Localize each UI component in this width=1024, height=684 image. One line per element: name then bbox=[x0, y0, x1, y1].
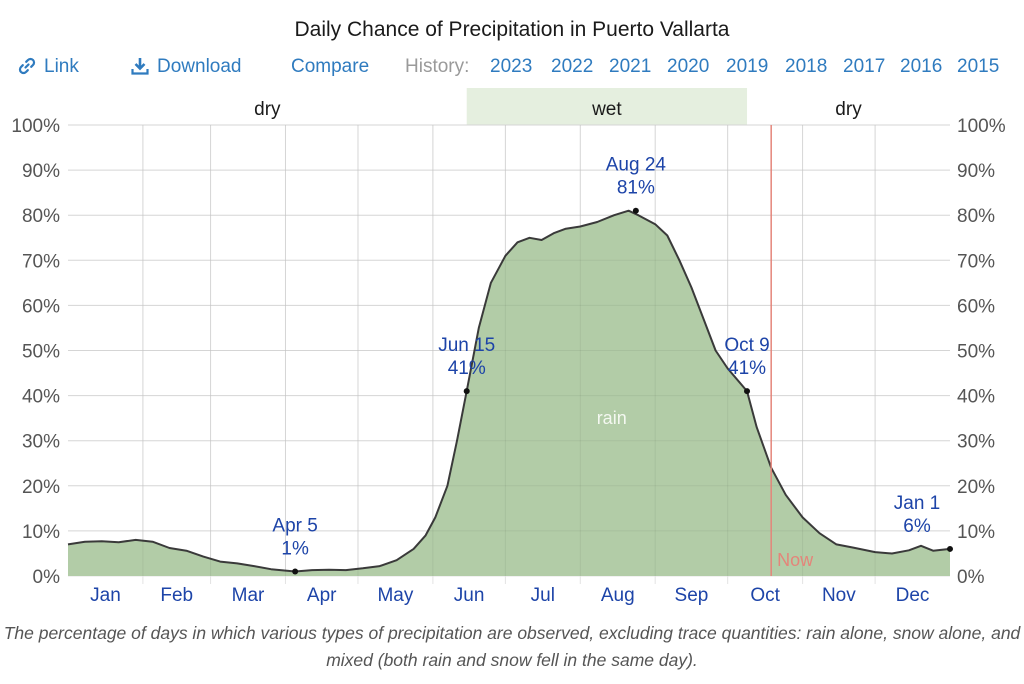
annotation-value: 6% bbox=[903, 516, 931, 537]
annotation-value: 41% bbox=[448, 358, 486, 379]
y-tick-right: 20% bbox=[957, 477, 995, 498]
grid-overlay bbox=[68, 124, 950, 576]
download-label: Download bbox=[157, 56, 242, 77]
x-tick-jan: Jan bbox=[90, 585, 121, 606]
x-tick-nov: Nov bbox=[822, 585, 856, 606]
season-label-dry: dry bbox=[254, 99, 281, 120]
y-tick-left: 100% bbox=[11, 116, 60, 137]
y-tick-left: 10% bbox=[22, 522, 60, 543]
now-label: Now bbox=[777, 550, 814, 570]
rain-area bbox=[68, 210, 950, 576]
history-label: History: bbox=[405, 56, 470, 77]
history-year-2016[interactable]: 2016 bbox=[900, 56, 943, 77]
annotation-point bbox=[947, 545, 953, 552]
annotation-date: Oct 9 bbox=[724, 335, 769, 356]
y-tick-left: 40% bbox=[22, 387, 60, 408]
annotation-point bbox=[463, 388, 470, 395]
y-tick-left: 30% bbox=[22, 432, 60, 453]
axis-labels: 0% 0% 10% 10% 20% 20% 30% 30% 40% 40% 50% 50% 60% 60%… bbox=[11, 116, 1005, 606]
y-tick-left: 50% bbox=[22, 342, 60, 363]
y-tick-right: 50% bbox=[957, 342, 995, 363]
precipitation-chart: dry wet dry rain Now 0% 0% 10% 10% 20% 20% 30% 30… bbox=[11, 88, 1006, 606]
season-bands: dry wet dry bbox=[254, 88, 862, 125]
link-icon bbox=[18, 57, 36, 75]
y-tick-right: 10% bbox=[957, 522, 995, 543]
x-tick-sep: Sep bbox=[675, 585, 709, 606]
history-year-2021[interactable]: 2021 bbox=[609, 56, 652, 77]
annotation-value: 1% bbox=[281, 538, 309, 559]
history-year-2019[interactable]: 2019 bbox=[726, 56, 769, 77]
annotation-point bbox=[632, 207, 639, 214]
download-button[interactable]: Download bbox=[131, 56, 242, 78]
y-tick-right: 0% bbox=[957, 567, 985, 588]
y-tick-left: 80% bbox=[22, 206, 60, 227]
link-button[interactable]: Link bbox=[18, 56, 79, 78]
annotation-point bbox=[744, 388, 751, 395]
history-year-2017[interactable]: 2017 bbox=[843, 56, 886, 77]
x-tick-apr: Apr bbox=[307, 585, 337, 606]
season-label-dry: dry bbox=[835, 99, 862, 120]
season-band-wet bbox=[466, 88, 748, 125]
link-label: Link bbox=[44, 56, 79, 77]
compare-button[interactable]: Compare bbox=[291, 56, 370, 77]
x-tick-dec: Dec bbox=[896, 585, 930, 606]
chart-caption: The percentage of days in which various … bbox=[3, 623, 1021, 670]
annotation-date: Jun 15 bbox=[438, 335, 495, 356]
rain-area-layer: rain bbox=[67, 209, 951, 576]
annotation-date: Jan 1 bbox=[894, 493, 940, 514]
y-tick-right: 30% bbox=[957, 432, 995, 453]
chart-title: Daily Chance of Precipitation in Puerto … bbox=[294, 18, 730, 41]
rain-curve bbox=[67, 209, 951, 573]
x-tick-feb: Feb bbox=[160, 585, 193, 606]
history-year-2015[interactable]: 2015 bbox=[957, 56, 1000, 77]
x-tick-oct: Oct bbox=[750, 585, 780, 606]
y-tick-left: 20% bbox=[22, 477, 60, 498]
y-tick-left: 70% bbox=[22, 251, 60, 272]
history-year-2018[interactable]: 2018 bbox=[785, 56, 828, 77]
annotation-value: 81% bbox=[617, 178, 655, 199]
y-tick-right: 90% bbox=[957, 161, 995, 182]
y-tick-right: 100% bbox=[957, 116, 1006, 137]
season-label-wet: wet bbox=[591, 99, 622, 120]
y-tick-left: 0% bbox=[33, 567, 61, 588]
annotation-date: Aug 24 bbox=[606, 155, 667, 176]
x-tick-may: May bbox=[377, 585, 413, 606]
y-tick-right: 70% bbox=[957, 251, 995, 272]
y-tick-right: 80% bbox=[957, 206, 995, 227]
annotation-value: 41% bbox=[728, 358, 766, 379]
annotation-point bbox=[292, 568, 299, 575]
y-tick-right: 40% bbox=[957, 387, 995, 408]
y-tick-left: 90% bbox=[22, 161, 60, 182]
history-year-2023[interactable]: 2023 bbox=[490, 56, 533, 77]
x-tick-jul: Jul bbox=[531, 585, 555, 606]
annotation-date: Apr 5 bbox=[272, 515, 317, 536]
history-year-2022[interactable]: 2022 bbox=[551, 56, 594, 77]
y-tick-left: 60% bbox=[22, 296, 60, 317]
chart-toolbar: Link Download Compare History: 2023 2022… bbox=[0, 56, 1024, 82]
history-year-2020[interactable]: 2020 bbox=[667, 56, 710, 77]
now-marker: Now bbox=[770, 125, 814, 576]
x-tick-mar: Mar bbox=[232, 585, 265, 606]
download-icon bbox=[131, 58, 149, 75]
y-tick-right: 60% bbox=[957, 296, 995, 317]
x-tick-jun: Jun bbox=[454, 585, 485, 606]
series-label-rain: rain bbox=[597, 408, 627, 428]
x-tick-aug: Aug bbox=[601, 585, 635, 606]
